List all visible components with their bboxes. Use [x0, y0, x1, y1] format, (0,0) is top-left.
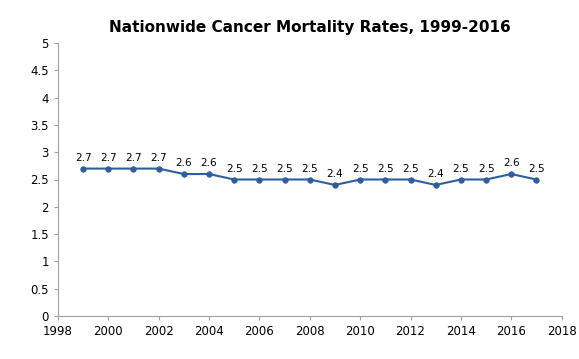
Text: 2.7: 2.7 — [125, 153, 142, 163]
Text: 2.4: 2.4 — [427, 169, 444, 180]
Text: 2.5: 2.5 — [251, 164, 267, 174]
Text: 2.4: 2.4 — [327, 169, 343, 180]
Text: 2.7: 2.7 — [100, 153, 116, 163]
Text: 2.6: 2.6 — [201, 158, 217, 168]
Text: 2.5: 2.5 — [302, 164, 318, 174]
Text: 2.5: 2.5 — [377, 164, 394, 174]
Text: 2.5: 2.5 — [276, 164, 293, 174]
Text: 2.6: 2.6 — [503, 158, 519, 168]
Title: Nationwide Cancer Mortality Rates, 1999-2016: Nationwide Cancer Mortality Rates, 1999-… — [109, 20, 511, 35]
Text: 2.6: 2.6 — [175, 158, 192, 168]
Text: 2.5: 2.5 — [352, 164, 368, 174]
Text: 2.5: 2.5 — [528, 164, 545, 174]
Text: 2.5: 2.5 — [226, 164, 243, 174]
Text: 2.5: 2.5 — [402, 164, 419, 174]
Text: 2.7: 2.7 — [75, 153, 91, 163]
Text: 2.7: 2.7 — [151, 153, 167, 163]
Text: 2.5: 2.5 — [478, 164, 494, 174]
Text: 2.5: 2.5 — [453, 164, 469, 174]
